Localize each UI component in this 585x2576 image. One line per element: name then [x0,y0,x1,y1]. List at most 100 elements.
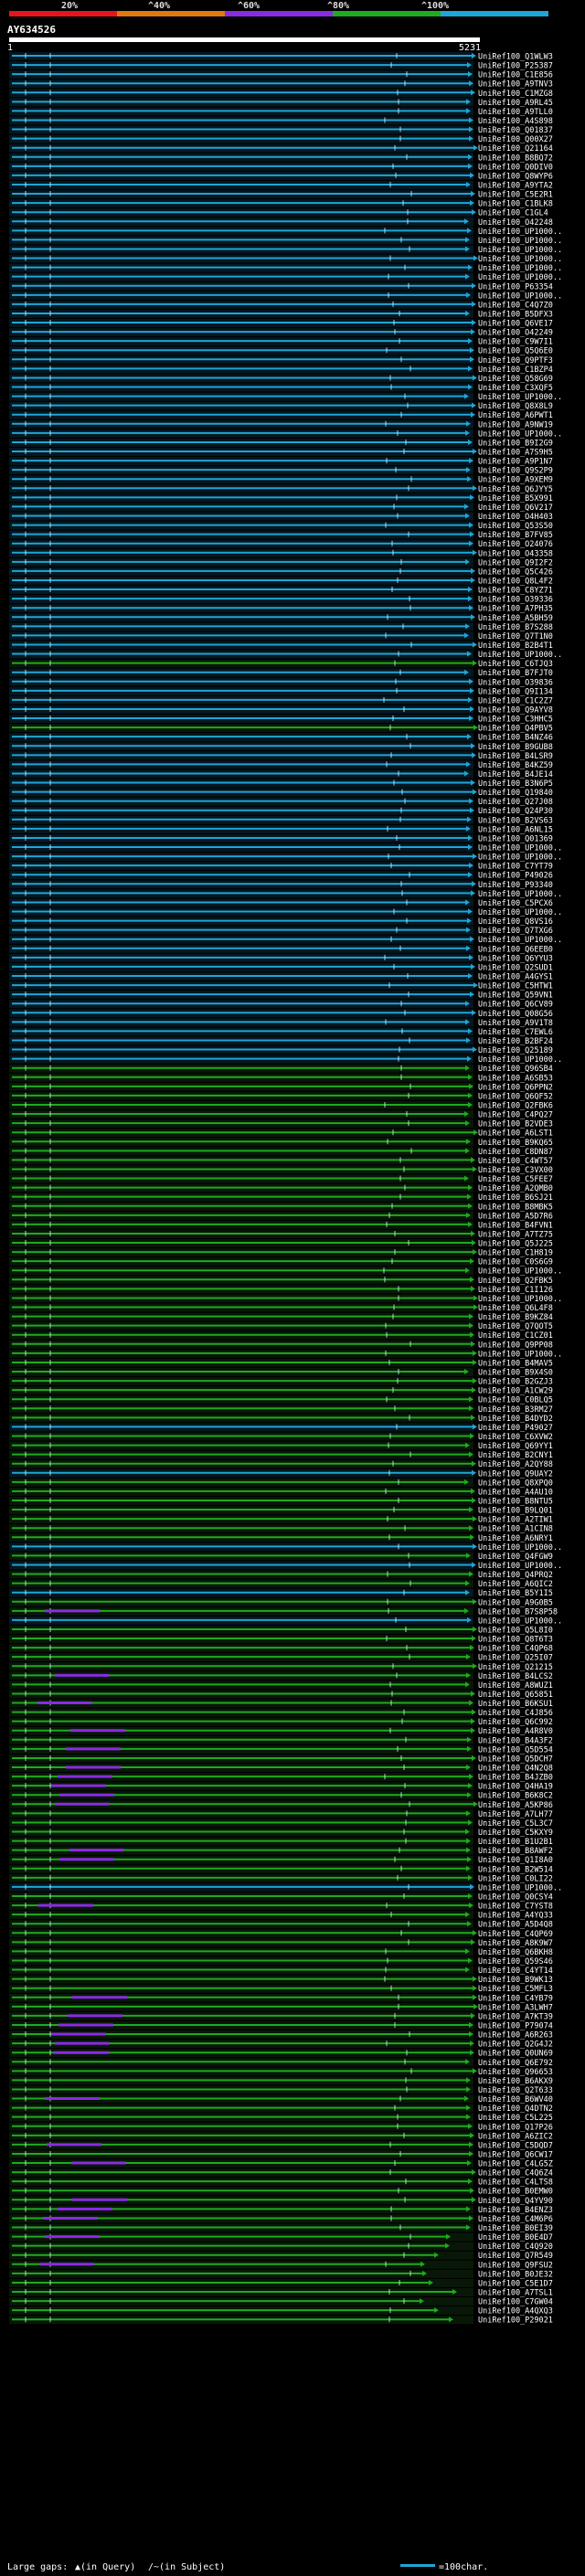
subject-label: UniRef100_P79074 [478,2021,553,2030]
alignment-row: UniRef100_B8MBK5 [9,1202,553,1212]
hit-direction-arrow [464,2095,469,2102]
hit-direction-arrow [473,1598,477,1605]
hit-direction-arrow [466,108,471,114]
alignment-row: UniRef100_Q69YY1 [9,1441,553,1451]
alignment-row: UniRef100_Q9I134 [9,686,553,696]
subject-label: UniRef100_C5E2R1 [478,191,553,200]
subject-label: UniRef100_UP1000.. [478,246,562,255]
alignment-row: UniRef100_P49027 [9,1423,553,1433]
subject-label: UniRef100_Q4PRQ2 [478,1571,553,1580]
alignment-row: UniRef100_B5X991 [9,493,553,504]
hit-direction-arrow [471,1691,475,1697]
subject-label: UniRef100_B4KZ59 [478,761,553,770]
hit-direction-arrow [469,1313,473,1320]
hit-direction-arrow [470,1258,474,1265]
subject-label: UniRef100_Q2G4J2 [478,2041,553,2050]
subject-label: UniRef100_Q7TXG6 [478,927,553,936]
subject-label: UniRef100_UP1000.. [478,1883,562,1892]
subject-label: UniRef100_Q6PPN2 [478,1083,553,1092]
hit-direction-arrow [465,1948,470,1955]
subject-label: UniRef100_Q1WLW3 [478,53,553,62]
subject-label: UniRef100_UP1000.. [478,1295,562,1304]
hit-direction-arrow [468,2123,473,2129]
alignment-row: UniRef100_UP1000.. [9,650,562,660]
alignment-row: UniRef100_A9RL45 [9,98,553,108]
subject-label: UniRef100_A7KT39 [478,2012,553,2021]
subject-label: UniRef100_Q6BKH8 [478,1948,553,1957]
alignment-row: UniRef100_C5PCX6 [9,898,553,908]
alignment-row: UniRef100_Q4PBV5 [9,724,553,734]
hit-direction-arrow [465,1966,470,1973]
alignment-row: UniRef100_A6SB53 [9,1073,553,1083]
subject-label: UniRef100_Q6QF52 [478,1092,553,1101]
subject-label: UniRef100_B4LCS2 [478,1672,553,1681]
hit-direction-arrow [473,660,477,666]
hit-direction-arrow [470,705,474,712]
hit-direction-arrow [464,393,469,399]
alignment-row: UniRef100_C9W7I1 [9,337,553,347]
alignment-row: UniRef100_B8AWF2 [9,1846,553,1856]
hit-direction-arrow [473,789,477,795]
subject-label: UniRef100_B0JE32 [478,2270,553,2279]
hit-direction-arrow [464,1369,469,1375]
alignment-row: UniRef100_C1CZ01 [9,1330,553,1341]
hit-direction-arrow [466,420,471,427]
hit-direction-arrow [473,1378,477,1384]
subject-label: UniRef100_C0S6G9 [478,1258,553,1267]
hit-direction-arrow [468,1101,473,1108]
hit-direction-arrow [445,2242,450,2249]
hit-direction-arrow [472,1240,476,1246]
alignment-row: UniRef100_B8BQ72 [9,153,553,163]
hit-direction-arrow [470,2132,474,2138]
alignment-row: UniRef100_A9G0B5 [9,1597,553,1607]
subject-label: UniRef100_B9I2G9 [478,439,553,448]
alignment-row: UniRef100_C5KXY9 [9,1828,553,1838]
alignment-row: UniRef100_C1E856 [9,70,553,80]
subject-label: UniRef100_C8YZ71 [478,587,553,596]
subject-label: UniRef100_B5DFX3 [478,310,553,319]
alignment-row: UniRef100_A2QMB0 [9,1183,553,1193]
hit-direction-arrow [466,761,471,768]
alignment-row: UniRef100_B4MAV5 [9,1358,553,1368]
hit-direction-arrow [471,1718,475,1724]
subject-label: UniRef100_Q6E792 [478,2059,553,2068]
hit-direction-arrow [472,1754,476,1761]
subject-label: UniRef100_C7EWL6 [478,1028,553,1037]
hit-direction-arrow [466,945,471,951]
hit-direction-arrow [466,1865,471,1871]
hit-direction-arrow [473,1424,477,1430]
subject-label: UniRef100_UP1000.. [478,237,562,246]
hit-direction-arrow [467,1745,472,1752]
subject-label: UniRef100_Q5Q6E0 [478,347,553,356]
hit-direction-arrow [452,2289,457,2295]
hit-direction-arrow [470,1331,474,1338]
subject-label: UniRef100_UP1000.. [478,292,562,301]
subject-label: UniRef100_Q4PBV5 [478,725,553,734]
hit-direction-arrow [472,402,476,408]
hit-direction-arrow [467,917,472,924]
alignment-row: UniRef100_Q8WYP6 [9,171,553,181]
hit-direction-arrow [464,504,469,510]
alignment-row: UniRef100_Q6BKH8 [9,1947,553,1957]
hit-direction-arrow [467,734,472,740]
alignment-row: UniRef100_Q2FBK6 [9,1100,553,1110]
subject-label: UniRef100_A5D7R6 [478,1212,553,1221]
hit-direction-arrow [472,752,476,758]
subject-label: UniRef100_C4Q920 [478,2242,553,2252]
alignment-row: UniRef100_UP1000.. [9,429,562,439]
alignment-row: UniRef100_UP1000.. [9,263,562,273]
hit-direction-arrow [471,890,475,896]
subject-label: UniRef100_C4M6P6 [478,2215,553,2224]
alignment-row: UniRef100_C5L225 [9,2113,553,2123]
hit-direction-arrow [468,163,473,169]
subject-label: UniRef100_C7YST8 [478,1903,553,1912]
subject-label: UniRef100_O39336 [478,596,553,605]
hit-direction-arrow [471,1157,475,1163]
hit-direction-arrow [470,200,474,207]
hit-direction-arrow [469,1903,473,1909]
alignment-row: UniRef100_Q9PTF3 [9,355,553,366]
alignment-row: UniRef100_B2VS63 [9,815,553,825]
alignment-row: UniRef100_C4M6P6 [9,2214,553,2224]
alignment-row: UniRef100_UP1000.. [9,889,562,899]
subject-label: UniRef100_C6TJQ3 [478,660,553,669]
